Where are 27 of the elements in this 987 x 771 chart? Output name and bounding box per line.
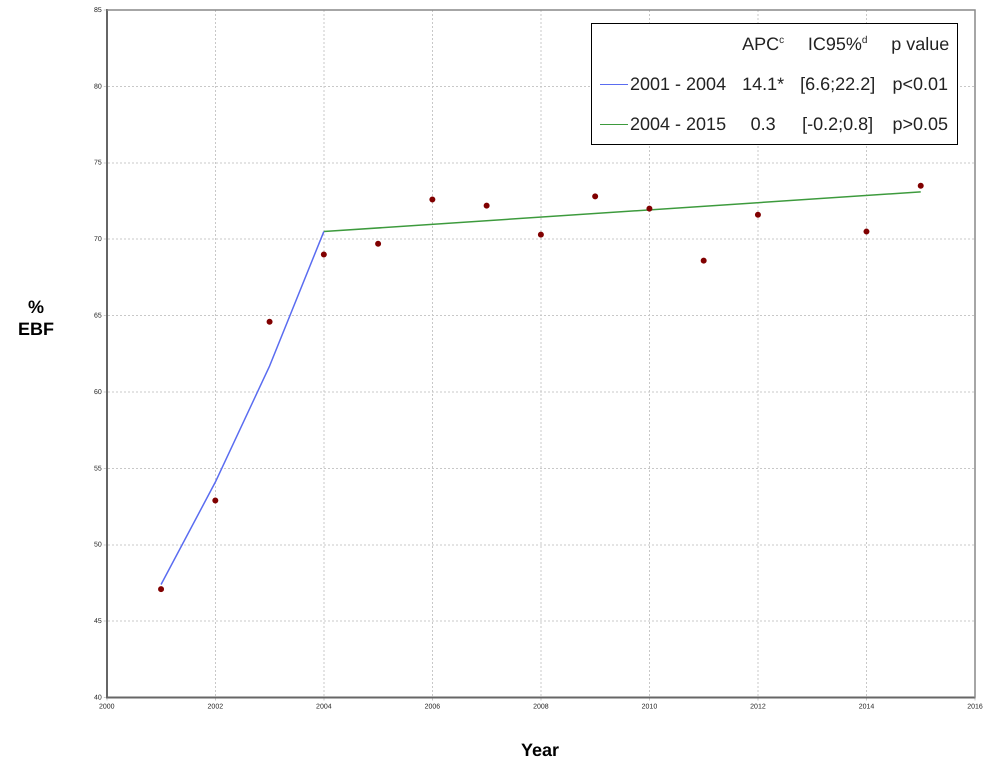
point (863, 228, 870, 235)
annotation: p>0.05 (891, 112, 949, 136)
point (646, 206, 652, 212)
point (700, 258, 707, 264)
annotation: 14.1* (741, 72, 786, 96)
point (754, 212, 761, 218)
point (320, 251, 327, 258)
point (592, 193, 598, 200)
point (266, 318, 273, 325)
annotation: APC$^{c}$ (741, 32, 786, 56)
legend-label: 2004 - 2015 (629, 112, 728, 136)
point (484, 202, 490, 209)
point (375, 240, 382, 247)
point (538, 232, 544, 238)
legend-label: 2001 - 2004 (629, 72, 728, 96)
y-axis-title: % EBF (17, 296, 55, 340)
annotation: [6.6;22.2] (799, 72, 876, 96)
annotation: IC95%$^{d}$ (806, 32, 868, 56)
point (918, 182, 924, 189)
annotation: p value (890, 32, 950, 56)
annotation: [-0.2;0.8] (801, 112, 874, 136)
x-axis-title: Year (520, 740, 560, 761)
annotation: 0.3 (750, 112, 777, 136)
point (212, 497, 218, 504)
point (158, 586, 164, 592)
annotation: p<0.01 (891, 72, 949, 96)
point (429, 196, 436, 202)
